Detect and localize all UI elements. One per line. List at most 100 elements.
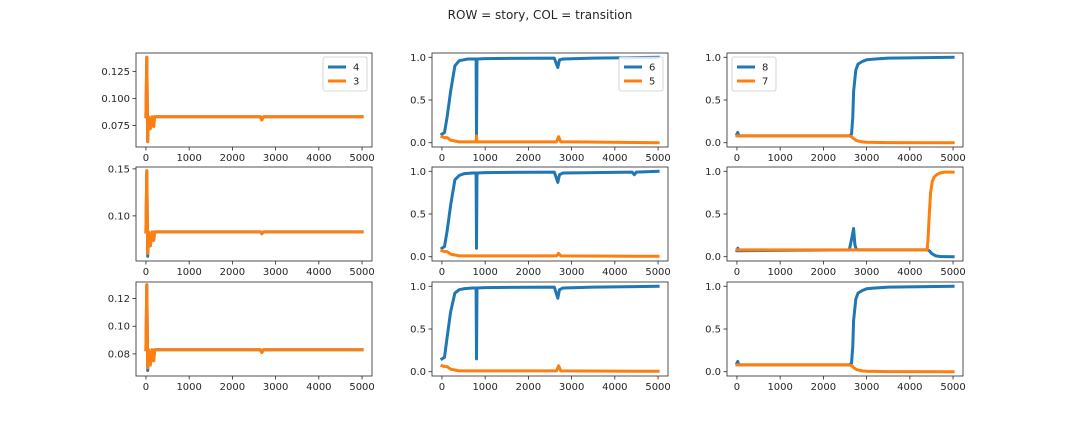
x-tick-label: 3000	[559, 153, 584, 164]
x-tick-label: 1000	[472, 267, 497, 278]
x-tick-label: 0	[734, 267, 740, 278]
x-tick-label: 2000	[811, 267, 836, 278]
y-tick-label: 0.0	[705, 367, 721, 378]
axes-frame	[431, 281, 669, 377]
legend-label: 3	[353, 77, 359, 88]
x-tick-label: 2000	[811, 153, 836, 164]
legend-label: 7	[762, 77, 768, 88]
y-tick-label: 0.12	[108, 294, 130, 305]
y-tick-label: 0.125	[101, 67, 130, 78]
subplot-r1-c1: 0 1000 2000 3000 4000 5000 0.0 0.5 1.0	[410, 166, 671, 278]
x-tick-label: 5000	[349, 267, 374, 278]
series-line-3	[144, 55, 364, 144]
x-tick-label: 2000	[516, 153, 541, 164]
y-tick-label: 1.0	[410, 282, 426, 293]
x-tick-label: 4000	[602, 153, 627, 164]
x-tick-label: 3000	[263, 382, 288, 393]
x-tick-label: 1000	[767, 153, 792, 164]
x-tick-label: 5000	[940, 382, 965, 393]
x-tick-label: 0	[439, 382, 445, 393]
x-tick-label: 1000	[767, 267, 792, 278]
x-tick-label: 2000	[220, 267, 245, 278]
x-tick-label: 3000	[263, 267, 288, 278]
y-tick-label: 0.5	[410, 210, 426, 221]
series-line-5	[439, 134, 660, 145]
y-tick-label: 0.075	[101, 121, 130, 132]
series-line-7	[735, 134, 955, 145]
x-tick-label: 1000	[472, 382, 497, 393]
x-tick-label: 2000	[516, 267, 541, 278]
y-tick-label: 0.10	[108, 322, 130, 333]
axes-frame	[726, 281, 964, 377]
series-line-blue-0	[144, 283, 364, 372]
x-tick-label: 5000	[645, 267, 670, 278]
x-tick-label: 4000	[897, 153, 922, 164]
series-line-blue-0	[144, 169, 364, 258]
subplot-r2-c2: 0 1000 2000 3000 4000 5000 0.0 0.5 1.0	[705, 281, 966, 393]
axes-frame	[135, 52, 373, 148]
series-line-blue-0	[439, 284, 660, 361]
y-tick-label: 0.5	[705, 210, 721, 221]
series-line-orange-1	[735, 170, 955, 252]
legend-box	[731, 56, 777, 92]
axes-frame	[135, 166, 373, 262]
y-tick-label: 0.0	[410, 367, 426, 378]
x-tick-label: 3000	[854, 267, 879, 278]
series-line-6	[439, 55, 660, 140]
legend-label: 8	[762, 63, 768, 74]
series-line-blue-0	[734, 284, 955, 367]
legend: 43	[322, 56, 368, 92]
x-tick-label: 3000	[559, 382, 584, 393]
x-tick-label: 1000	[472, 153, 497, 164]
x-tick-label: 0	[143, 382, 149, 393]
legend-label: 4	[353, 63, 359, 74]
x-tick-label: 1000	[767, 382, 792, 393]
subplot-r2-c1: 0 1000 2000 3000 4000 5000 0.0 0.5 1.0	[410, 281, 671, 393]
x-tick-label: 0	[439, 267, 445, 278]
legend-box	[618, 56, 664, 92]
x-tick-label: 4000	[897, 267, 922, 278]
x-tick-label: 2000	[220, 153, 245, 164]
subplot-r1-c0: 0 1000 2000 3000 4000 5000 0.10 0.15	[108, 164, 375, 278]
series-line-orange-1	[439, 363, 660, 373]
legend: 65	[618, 56, 664, 92]
x-tick-label: 4000	[306, 267, 331, 278]
axes-frame	[431, 166, 669, 262]
legend: 87	[731, 56, 777, 92]
y-tick-label: 0.5	[410, 96, 426, 107]
x-tick-label: 5000	[645, 382, 670, 393]
x-tick-label: 4000	[897, 382, 922, 393]
x-tick-label: 0	[439, 153, 445, 164]
y-tick-label: 0.08	[108, 349, 130, 360]
y-tick-label: 0.5	[705, 96, 721, 107]
subplot-r2-c0: 0 1000 2000 3000 4000 5000 0.08 0.10 0.12	[108, 281, 375, 393]
x-tick-label: 3000	[263, 153, 288, 164]
series-line-blue-0	[439, 169, 660, 251]
legend-label: 5	[649, 77, 655, 88]
series-line-orange-1	[144, 283, 364, 370]
x-tick-label: 5000	[349, 382, 374, 393]
x-tick-label: 0	[143, 267, 149, 278]
axes-frame	[135, 281, 373, 377]
y-tick-label: 1.0	[410, 53, 426, 64]
y-tick-label: 0.15	[108, 164, 130, 175]
x-tick-label: 5000	[645, 153, 670, 164]
x-tick-label: 0	[734, 382, 740, 393]
y-tick-label: 0.0	[410, 252, 426, 263]
x-tick-label: 1000	[176, 267, 201, 278]
y-tick-label: 1.0	[705, 282, 721, 293]
y-tick-label: 0.0	[705, 138, 721, 149]
series-line-orange-1	[439, 248, 660, 258]
series-line-orange-1	[144, 169, 364, 255]
y-tick-label: 0.5	[410, 325, 426, 336]
figure-title: ROW = story, COL = transition	[448, 8, 633, 22]
y-tick-label: 0.0	[705, 252, 721, 263]
y-tick-label: 0.100	[101, 94, 130, 105]
y-tick-label: 1.0	[410, 167, 426, 178]
x-tick-label: 5000	[940, 267, 965, 278]
